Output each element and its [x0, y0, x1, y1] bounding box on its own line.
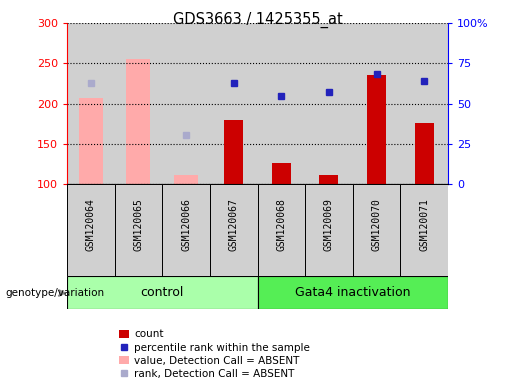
Bar	[224, 120, 243, 184]
Bar	[67, 23, 115, 184]
Bar	[353, 184, 401, 276]
Bar	[319, 175, 338, 184]
Text: control: control	[141, 286, 184, 299]
Bar	[210, 23, 258, 184]
Legend: count, percentile rank within the sample, value, Detection Call = ABSENT, rank, : count, percentile rank within the sample…	[118, 329, 310, 379]
Text: GDS3663 / 1425355_at: GDS3663 / 1425355_at	[173, 12, 342, 28]
Bar	[305, 23, 353, 184]
Text: GSM120070: GSM120070	[372, 198, 382, 251]
Text: GSM120064: GSM120064	[86, 198, 96, 251]
Text: GSM120065: GSM120065	[133, 198, 143, 251]
Bar	[401, 23, 448, 184]
Bar	[353, 23, 401, 184]
Bar	[258, 23, 305, 184]
Bar	[174, 175, 198, 184]
Bar	[162, 184, 210, 276]
Bar	[272, 163, 291, 184]
Text: GSM120067: GSM120067	[229, 198, 238, 251]
Bar	[79, 98, 102, 184]
Text: GSM120071: GSM120071	[419, 198, 429, 251]
Bar	[401, 184, 448, 276]
Bar	[367, 76, 386, 184]
Bar	[162, 23, 210, 184]
Bar	[127, 58, 150, 184]
Text: GSM120066: GSM120066	[181, 198, 191, 251]
Bar	[67, 276, 258, 309]
Bar	[258, 184, 305, 276]
Bar	[210, 184, 258, 276]
Bar	[114, 23, 162, 184]
Bar	[258, 276, 448, 309]
Bar	[67, 184, 115, 276]
Bar	[305, 184, 353, 276]
Bar	[114, 184, 162, 276]
Text: GSM120069: GSM120069	[324, 198, 334, 251]
Text: genotype/variation: genotype/variation	[5, 288, 104, 298]
Text: GSM120068: GSM120068	[277, 198, 286, 251]
Text: Gata4 inactivation: Gata4 inactivation	[295, 286, 410, 299]
Bar	[415, 123, 434, 184]
